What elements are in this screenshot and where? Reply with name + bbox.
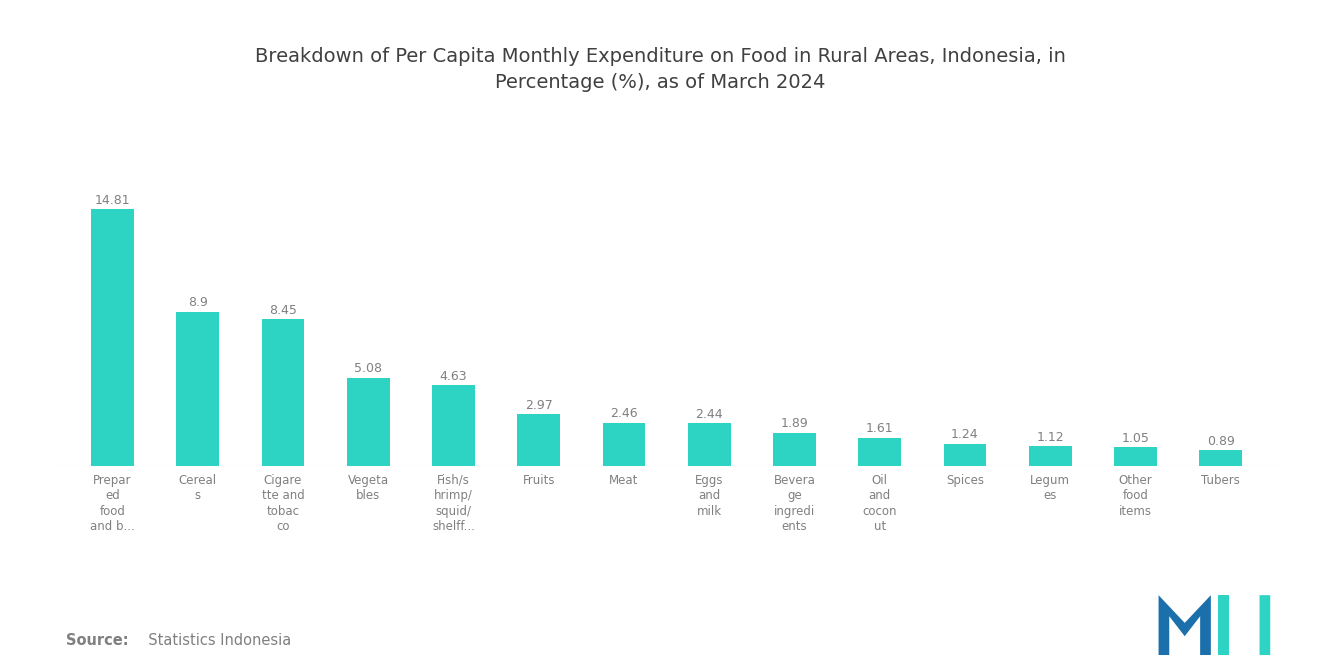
- Text: 4.63: 4.63: [440, 370, 467, 383]
- Bar: [944, 444, 986, 466]
- Bar: [432, 386, 475, 466]
- Bar: [858, 438, 902, 465]
- Text: 8.9: 8.9: [187, 296, 207, 309]
- Text: 1.05: 1.05: [1122, 432, 1150, 445]
- Bar: [517, 414, 560, 466]
- Text: 1.61: 1.61: [866, 422, 894, 435]
- Polygon shape: [1218, 595, 1270, 655]
- Bar: [1028, 446, 1072, 466]
- Text: 14.81: 14.81: [95, 194, 131, 207]
- Bar: [603, 423, 645, 465]
- Bar: [91, 209, 133, 466]
- Text: 8.45: 8.45: [269, 304, 297, 317]
- Text: 2.46: 2.46: [610, 408, 638, 420]
- Polygon shape: [1159, 595, 1210, 655]
- Bar: [1114, 448, 1156, 465]
- Text: 2.44: 2.44: [696, 408, 723, 421]
- Text: 5.08: 5.08: [354, 362, 383, 375]
- Text: 1.89: 1.89: [780, 417, 808, 430]
- Bar: [1200, 450, 1242, 466]
- Text: Statistics Indonesia: Statistics Indonesia: [139, 633, 290, 648]
- Bar: [774, 433, 816, 466]
- Bar: [177, 312, 219, 466]
- Text: Source:: Source:: [66, 633, 128, 648]
- Polygon shape: [1218, 595, 1229, 655]
- Text: 1.12: 1.12: [1036, 430, 1064, 444]
- Text: 2.97: 2.97: [525, 398, 553, 412]
- Bar: [261, 319, 305, 466]
- Bar: [347, 378, 389, 466]
- Text: Breakdown of Per Capita Monthly Expenditure on Food in Rural Areas, Indonesia, i: Breakdown of Per Capita Monthly Expendit…: [255, 47, 1065, 92]
- Bar: [688, 424, 730, 466]
- Text: 1.24: 1.24: [952, 428, 979, 442]
- Text: 0.89: 0.89: [1206, 434, 1234, 448]
